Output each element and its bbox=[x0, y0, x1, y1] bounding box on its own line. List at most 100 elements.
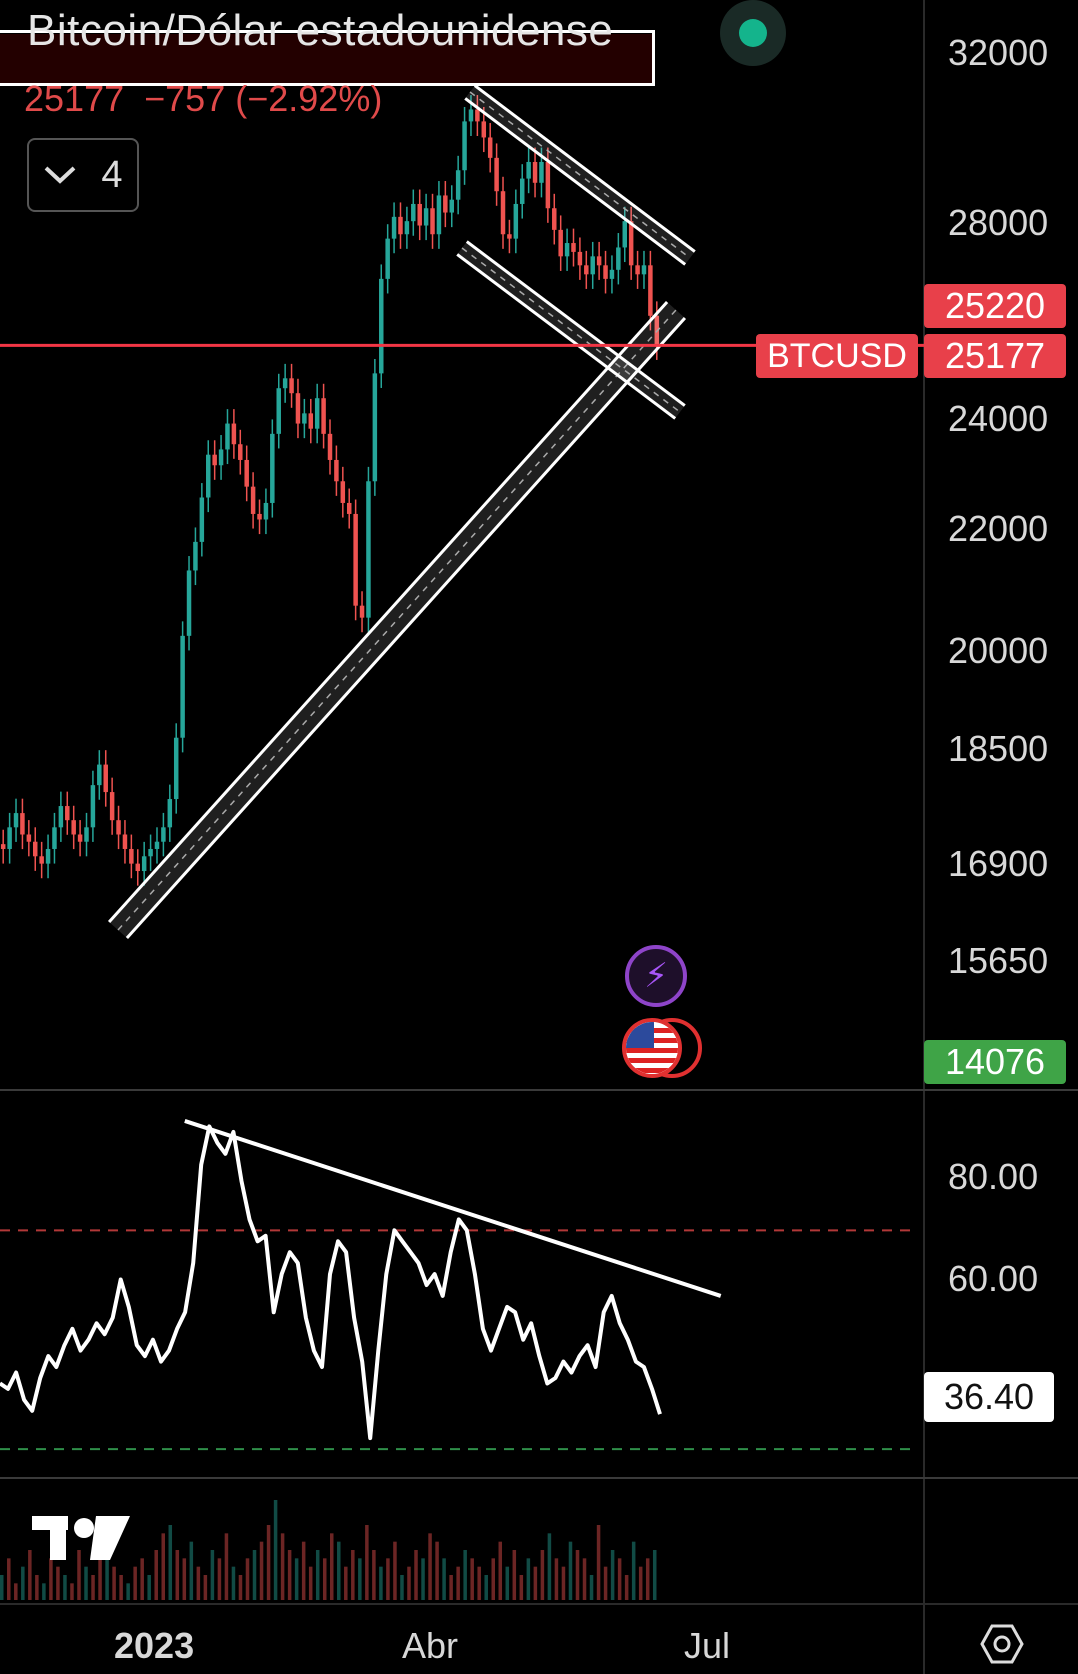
title-highlight bbox=[0, 34, 655, 86]
candle-body bbox=[154, 841, 160, 849]
candle-body bbox=[340, 481, 346, 503]
candle-body bbox=[199, 497, 205, 542]
volume-bar bbox=[77, 1550, 81, 1600]
candle-body bbox=[122, 834, 128, 849]
y-tick-label: 18500 bbox=[948, 728, 1049, 769]
candle-body bbox=[302, 413, 307, 424]
x-tick-label: 2023 bbox=[114, 1625, 195, 1666]
volume-bar bbox=[484, 1575, 488, 1600]
symbol-tag[interactable]: BTCUSD bbox=[756, 334, 918, 378]
volume-bar bbox=[119, 1575, 123, 1600]
volume-bar bbox=[217, 1558, 222, 1600]
candle-body bbox=[417, 203, 422, 226]
volume-bar bbox=[393, 1541, 397, 1600]
volume-bar bbox=[126, 1583, 130, 1600]
volume-bar bbox=[56, 1566, 60, 1600]
candle-body bbox=[468, 109, 474, 122]
title-drawing-box[interactable] bbox=[0, 30, 655, 86]
candle-body bbox=[359, 605, 365, 618]
candle-body bbox=[443, 195, 448, 213]
candle-body bbox=[45, 848, 51, 864]
candle-body bbox=[519, 178, 525, 204]
volume-bar bbox=[14, 1583, 18, 1600]
rising-support-channel-edge bbox=[125, 317, 687, 940]
volume-bar bbox=[561, 1566, 566, 1600]
symbol-title[interactable]: Bitcoin/Dólar estadounidense bbox=[27, 6, 614, 55]
rising-support-channel-fill bbox=[109, 301, 685, 939]
candle-body bbox=[173, 737, 179, 800]
candle-body bbox=[257, 513, 262, 520]
live-status-dot-icon[interactable] bbox=[720, 0, 786, 66]
candle-body bbox=[628, 221, 634, 266]
volume-bar bbox=[554, 1558, 559, 1600]
descending-channel-top-edge bbox=[464, 97, 687, 266]
volume-bar bbox=[210, 1550, 215, 1600]
volume-bar bbox=[273, 1500, 278, 1600]
hexagon-settings-icon[interactable] bbox=[980, 1622, 1024, 1666]
low-price-tag[interactable]: 14076 bbox=[924, 1040, 1066, 1084]
candle-body bbox=[206, 454, 211, 498]
volume-bar bbox=[449, 1575, 453, 1600]
candle-body bbox=[423, 208, 429, 226]
volume-bar bbox=[287, 1550, 292, 1600]
volume-bar bbox=[540, 1550, 545, 1600]
candle-body bbox=[7, 827, 12, 849]
indicators-toggle-button[interactable]: 4 bbox=[27, 138, 139, 212]
candle-body bbox=[609, 269, 615, 279]
candle-body bbox=[238, 444, 243, 460]
volume-bar bbox=[224, 1533, 229, 1600]
volume-bar bbox=[35, 1575, 39, 1600]
indicator-count: 4 bbox=[101, 153, 123, 196]
volume-bar bbox=[617, 1558, 622, 1600]
current-price-tag[interactable]: 25177 bbox=[924, 334, 1066, 378]
candle-body bbox=[539, 161, 544, 183]
candle-body bbox=[584, 265, 589, 275]
candle-body bbox=[545, 161, 551, 209]
candle-body bbox=[334, 459, 339, 482]
volume-bar bbox=[386, 1558, 390, 1600]
candle-body bbox=[455, 170, 461, 200]
descending-channel-bottom-edge bbox=[456, 253, 677, 420]
rsi-tick-label: 60.00 bbox=[948, 1258, 1039, 1299]
candle-body bbox=[103, 764, 108, 793]
candle-body bbox=[250, 486, 256, 514]
volume-bar bbox=[98, 1558, 102, 1600]
y-tick-label: 32000 bbox=[948, 32, 1049, 73]
volume-bar bbox=[301, 1541, 306, 1600]
candle-body bbox=[65, 806, 70, 821]
lightning-bolt-icon[interactable]: ⚡ bbox=[625, 945, 687, 1007]
us-flag-icon[interactable] bbox=[622, 1018, 682, 1078]
descending-channel-top-edge bbox=[473, 84, 696, 253]
candle-body bbox=[321, 398, 326, 434]
volume-pane bbox=[0, 1500, 657, 1600]
volume-bar bbox=[154, 1550, 158, 1600]
volume-bar bbox=[463, 1550, 467, 1600]
price-change-line: 25177 −757 (−2.92%) bbox=[24, 78, 382, 120]
volume-bar bbox=[91, 1575, 95, 1600]
rsi-tick-label: 80.00 bbox=[948, 1156, 1039, 1197]
candle-body bbox=[141, 856, 147, 872]
candle-body bbox=[97, 764, 102, 786]
candle-body bbox=[84, 827, 89, 842]
candle-body bbox=[513, 203, 519, 239]
volume-bar bbox=[624, 1575, 629, 1600]
candle-body bbox=[180, 635, 185, 738]
candle-body bbox=[500, 191, 506, 235]
candle-body bbox=[366, 481, 371, 618]
candle-body bbox=[109, 792, 115, 821]
candle-body bbox=[218, 449, 224, 466]
volume-bar bbox=[330, 1533, 334, 1600]
candle-body bbox=[449, 199, 454, 213]
tradingview-logo-icon[interactable] bbox=[32, 1510, 132, 1566]
y-tick-label: 22000 bbox=[948, 508, 1049, 549]
trend-drawings[interactable] bbox=[0, 84, 924, 940]
volume-bar bbox=[631, 1541, 636, 1600]
rsi-value-tag[interactable]: 36.40 bbox=[924, 1372, 1054, 1422]
volume-bar bbox=[266, 1525, 271, 1600]
candle-body bbox=[161, 827, 166, 842]
upper-price-tag[interactable]: 25220 bbox=[924, 284, 1066, 328]
volume-bar bbox=[407, 1566, 411, 1600]
candle-body bbox=[276, 388, 281, 434]
candle-body bbox=[0, 844, 6, 849]
